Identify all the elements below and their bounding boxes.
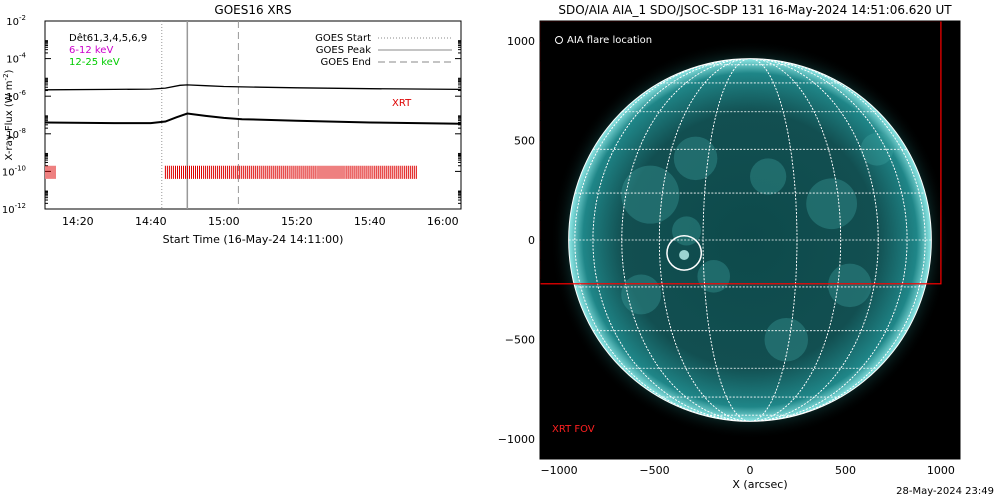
x-tick-label: 15:00 — [208, 215, 240, 228]
x-tick-label: 15:40 — [354, 215, 386, 228]
series-short — [45, 112, 461, 125]
legend-6-12kev: 6-12 keV — [69, 45, 113, 56]
legend-goes-start: GOES Start — [315, 33, 371, 44]
aia-y-axis: 1000 500 0 −500 −1000 — [498, 20, 547, 460]
aia-x-tick-label: 1000 — [927, 464, 955, 477]
x-tick-label: 16:00 — [427, 215, 459, 228]
y-tick-label: 10-8 — [6, 127, 26, 141]
goes-y-axis-label: X-ray Flux (W m-2) — [2, 69, 15, 160]
goes-xrs-plot: GOES16 XRS 10-2 10-4 10-6 10-8 10-10 10-12 14… — [2, 3, 462, 246]
goes-title: GOES16 XRS — [214, 3, 291, 17]
flare-bright-kernel — [679, 249, 690, 260]
xrt-label: XRT — [392, 98, 412, 109]
goes-series — [45, 84, 461, 125]
x-tick-label: 14:20 — [62, 215, 94, 228]
aia-x-axis-label: X (arcsec) — [732, 478, 787, 491]
y-tick-label: 10-12 — [2, 202, 26, 216]
active-region-blob — [827, 263, 872, 308]
x-tick-label: 14:40 — [135, 215, 167, 228]
longitude-line — [658, 58, 842, 422]
longitude-line — [702, 58, 798, 422]
goes-x-axis-label: Start Time (16-May-24 14:11:00) — [163, 233, 344, 246]
aia-y-tick-label: −1000 — [498, 433, 535, 446]
goes-y-axis: 10-2 10-4 10-6 10-8 10-10 10-12 — [2, 14, 461, 216]
solar-active-regions — [621, 132, 894, 362]
active-region-blob — [621, 274, 662, 315]
aia-x-axis: −1000 −500 0 500 1000 — [539, 452, 961, 477]
goes-x-axis: 14:20 14:40 15:00 15:20 15:40 16:00 — [62, 215, 459, 228]
legend-goes-peak: GOES Peak — [316, 45, 371, 56]
y-tick-label: 10-10 — [2, 164, 26, 178]
legend-goes-end: GOES End — [321, 57, 371, 68]
flare-legend-symbol — [555, 36, 563, 44]
flare-legend-label: AIA flare location — [567, 35, 652, 46]
aia-x-tick-label: 0 — [747, 464, 754, 477]
aia-y-tick-label: 1000 — [507, 35, 535, 48]
legend-12-25kev: 12-25 keV — [69, 57, 120, 68]
solar-limb — [568, 58, 932, 422]
heliographic-grid — [568, 58, 932, 422]
goes-plot-frame — [44, 20, 462, 210]
longitude-line — [574, 58, 926, 422]
series-long — [45, 84, 461, 91]
active-region-blob — [750, 158, 787, 195]
aia-image-panel: SDO/AIA AIA_1 SDO/JSOC-SDP 131 16-May-20… — [498, 3, 961, 491]
aia-x-tick-label: −1000 — [540, 464, 577, 477]
footer-timestamp: 28-May-2024 23:49 — [896, 486, 994, 497]
active-region-blob — [806, 178, 858, 230]
legend-left: Dêt61,3,4,5,6,9 6-12 keV 12-25 keV — [69, 32, 147, 68]
active-region-blob — [764, 317, 809, 362]
longitude-line — [621, 58, 879, 422]
flare-location-circle — [666, 235, 703, 271]
aia-title: SDO/AIA AIA_1 SDO/JSOC-SDP 131 16-May-20… — [558, 3, 952, 17]
y-tick-label: 10-2 — [6, 14, 26, 28]
xrt-fov-box — [540, 21, 942, 285]
active-region-blob — [673, 136, 718, 181]
aia-y-tick-label: 0 — [528, 234, 535, 247]
xrt-fov-label: XRT FOV — [552, 424, 595, 435]
active-region-blob — [621, 165, 680, 224]
solar-disk — [568, 58, 932, 422]
aia-x-tick-label: 500 — [835, 464, 856, 477]
x-tick-label: 15:20 — [281, 215, 313, 228]
y-tick-label: 10-6 — [6, 89, 26, 103]
aia-y-tick-label: 500 — [514, 134, 535, 147]
legend-detector: Dêt61,3,4,5,6,9 — [69, 32, 147, 44]
xrt-coverage — [45, 165, 417, 179]
longitude-line — [592, 58, 908, 422]
aia-x-tick-label: −500 — [639, 464, 669, 477]
active-region-blob — [697, 259, 731, 293]
legend-right: GOES Start GOES Peak GOES End — [315, 33, 452, 68]
y-tick-label: 10-4 — [6, 52, 26, 66]
aia-y-tick-label: −500 — [505, 334, 535, 347]
